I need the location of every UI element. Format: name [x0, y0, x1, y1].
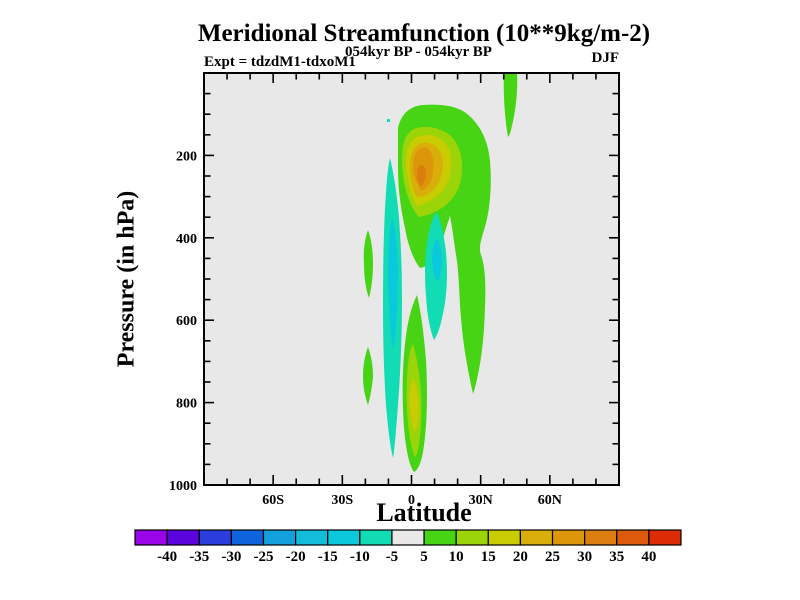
colorbar-cell	[294, 529, 329, 546]
colorbar-cell	[423, 529, 457, 546]
colorbar-cell	[359, 529, 393, 546]
x-tick-label: 30N	[469, 493, 493, 508]
x-axis-title: Latitude	[376, 498, 472, 527]
colorbar-label: -35	[189, 549, 209, 565]
colorbar	[134, 529, 682, 546]
contour-band	[503, 72, 518, 137]
colorbar-cell	[391, 529, 425, 546]
contour-band	[363, 347, 373, 405]
y-tick-label: 600	[176, 314, 197, 329]
contour-band	[409, 378, 419, 432]
colorbar-label: 35	[609, 549, 624, 565]
colorbar-cell	[262, 529, 297, 546]
colorbar-label: -5	[386, 549, 399, 565]
colorbar-label: 15	[481, 549, 496, 565]
y-ticks	[205, 92, 618, 486]
colorbar-cell	[327, 529, 361, 546]
x-tick-label: 60S	[262, 493, 284, 508]
colorbar-label: -40	[157, 549, 177, 565]
experiment-label: Expt = tdzdM1-tdxoM1	[204, 54, 356, 70]
colorbar-cell	[198, 529, 232, 546]
colorbar-cell	[487, 529, 522, 546]
contour-fills	[363, 72, 518, 472]
colorbar-cell	[551, 529, 586, 546]
colorbar-label: -15	[318, 549, 338, 565]
y-tick-label: 1000	[169, 479, 197, 494]
colorbar-label: 5	[420, 549, 428, 565]
chart-title: Meridional Streamfunction (10**9kg/m-2)	[197, 20, 651, 47]
x-tick-label: 60N	[538, 493, 562, 508]
colorbar-label: 10	[449, 549, 464, 565]
colorbar-cell	[584, 529, 618, 546]
season-label: DJF	[591, 50, 620, 66]
x-tick-label: 0	[408, 493, 415, 508]
colorbar-label: -30	[221, 549, 241, 565]
colorbar-label: 30	[577, 549, 592, 565]
colorbar-label: 20	[513, 549, 528, 565]
y-tick-label: 800	[176, 397, 197, 412]
colorbar-labels: -40 -35 -30 -25 -20 -15 -10 -5 5 10 15 20 25 30 35 40	[157, 549, 656, 565]
colorbar-cell	[616, 529, 650, 546]
contour-band	[388, 216, 398, 348]
colorbar-cell	[166, 529, 200, 546]
y-tick-label: 400	[176, 232, 197, 247]
colorbar-cell	[648, 529, 682, 546]
colorbar-cell	[230, 529, 265, 546]
colorbar-cell	[134, 529, 168, 546]
contour-band	[387, 119, 390, 122]
colorbar-label: 40	[641, 549, 656, 565]
contour-band	[363, 230, 373, 298]
contour-band	[417, 165, 426, 187]
colorbar-label: -10	[350, 549, 370, 565]
colorbar-label: -25	[253, 549, 273, 565]
contour-band	[432, 238, 442, 282]
period-label: 054kyr BP - 054kyr BP	[345, 44, 492, 60]
x-ticks	[226, 74, 597, 484]
colorbar-label: 25	[545, 549, 560, 565]
colorbar-label: -20	[286, 549, 306, 565]
plot-frame	[203, 72, 620, 486]
x-tick-labels: 60S 30S 0 30N 60N	[262, 493, 562, 508]
y-tick-labels: 200 400 600 800 1000	[169, 149, 197, 494]
colorbar-cell	[519, 529, 554, 546]
colorbar-cell	[455, 529, 489, 546]
x-tick-label: 30S	[331, 493, 353, 508]
y-tick-label: 200	[176, 149, 197, 164]
